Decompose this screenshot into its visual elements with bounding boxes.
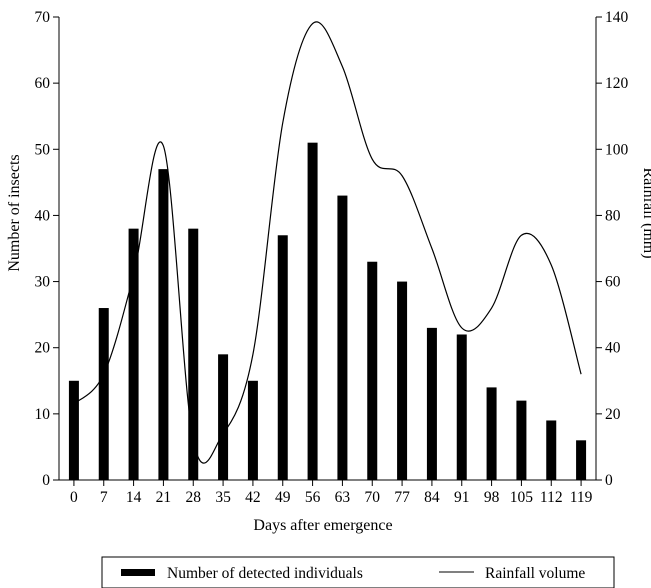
y-right-tick-label: 100: [605, 141, 629, 158]
bar: [516, 400, 527, 480]
x-tick-label: 14: [126, 489, 142, 506]
y-left-tick-label: 10: [35, 406, 51, 423]
y-right-tick-label: 120: [605, 75, 629, 92]
x-tick-label: 112: [540, 489, 563, 506]
bar: [158, 169, 169, 480]
bar: [68, 380, 79, 480]
bar: [337, 195, 348, 481]
x-tick-label: 0: [70, 489, 78, 506]
bar: [546, 420, 557, 480]
bar: [98, 308, 109, 480]
bar: [307, 142, 318, 480]
bar: [188, 228, 199, 480]
x-tick-label: 56: [305, 489, 321, 506]
x-tick-label: 84: [424, 489, 440, 506]
line-series: [73, 21, 582, 464]
y-right-tick-label: 20: [605, 406, 621, 423]
y-left-tick-label: 0: [42, 472, 50, 489]
x-tick-label: 105: [510, 489, 534, 506]
x-tick-label: 28: [186, 489, 202, 506]
bar: [397, 281, 408, 480]
x-tick-label: 91: [454, 489, 470, 506]
rainfall-line: [73, 21, 582, 464]
legend-line-label: Rainfall volume: [485, 565, 585, 582]
y-right-tick-label: 40: [605, 340, 621, 357]
bar: [128, 228, 139, 480]
x-tick-label: 35: [215, 489, 231, 506]
bar: [247, 380, 258, 480]
y-left-tick-label: 60: [35, 75, 51, 92]
y-left-tick-label: 50: [35, 141, 51, 158]
x-tick-label: 77: [394, 489, 410, 506]
legend: Number of detected individuals Rainfall …: [101, 556, 615, 588]
x-tick-label: 70: [365, 489, 381, 506]
legend-box: [101, 556, 615, 588]
tick-labels: 0 10 20 30 40 50 60 70 0 20 40 60 80 100 120 140 0 7 14 21 2…: [35, 9, 629, 506]
bar: [218, 354, 229, 480]
y-axis-left-label: Number of insects: [6, 154, 23, 271]
x-axis-label: Days after emergence: [253, 517, 392, 534]
x-tick-label: 42: [245, 489, 261, 506]
x-tick-label: 7: [100, 489, 108, 506]
bar: [456, 334, 467, 480]
x-tick-label: 119: [570, 489, 593, 506]
axes: [53, 16, 602, 486]
bar-series: [68, 142, 587, 481]
x-tick-label: 63: [335, 489, 351, 506]
x-tick-label: 98: [484, 489, 500, 506]
y-left-tick-label: 20: [35, 340, 51, 357]
x-tick-label: 49: [275, 489, 291, 506]
bar: [426, 327, 437, 480]
bar: [486, 387, 497, 480]
bar: [576, 440, 587, 480]
y-left-tick-label: 40: [35, 207, 51, 224]
bar: [367, 261, 378, 480]
x-tick-label: 21: [156, 489, 172, 506]
legend-bar-swatch: [121, 569, 155, 576]
y-right-tick-label: 80: [605, 207, 621, 224]
y-right-tick-label: 140: [605, 9, 629, 26]
legend-bar-label: Number of detected individuals: [167, 565, 363, 582]
y-right-tick-label: 0: [605, 472, 613, 489]
y-left-tick-label: 70: [35, 9, 51, 26]
y-left-tick-label: 30: [35, 274, 51, 291]
y-right-tick-label: 60: [605, 274, 621, 291]
y-axis-right-label: Rainfall (mm): [640, 167, 651, 258]
bar: [277, 235, 288, 480]
